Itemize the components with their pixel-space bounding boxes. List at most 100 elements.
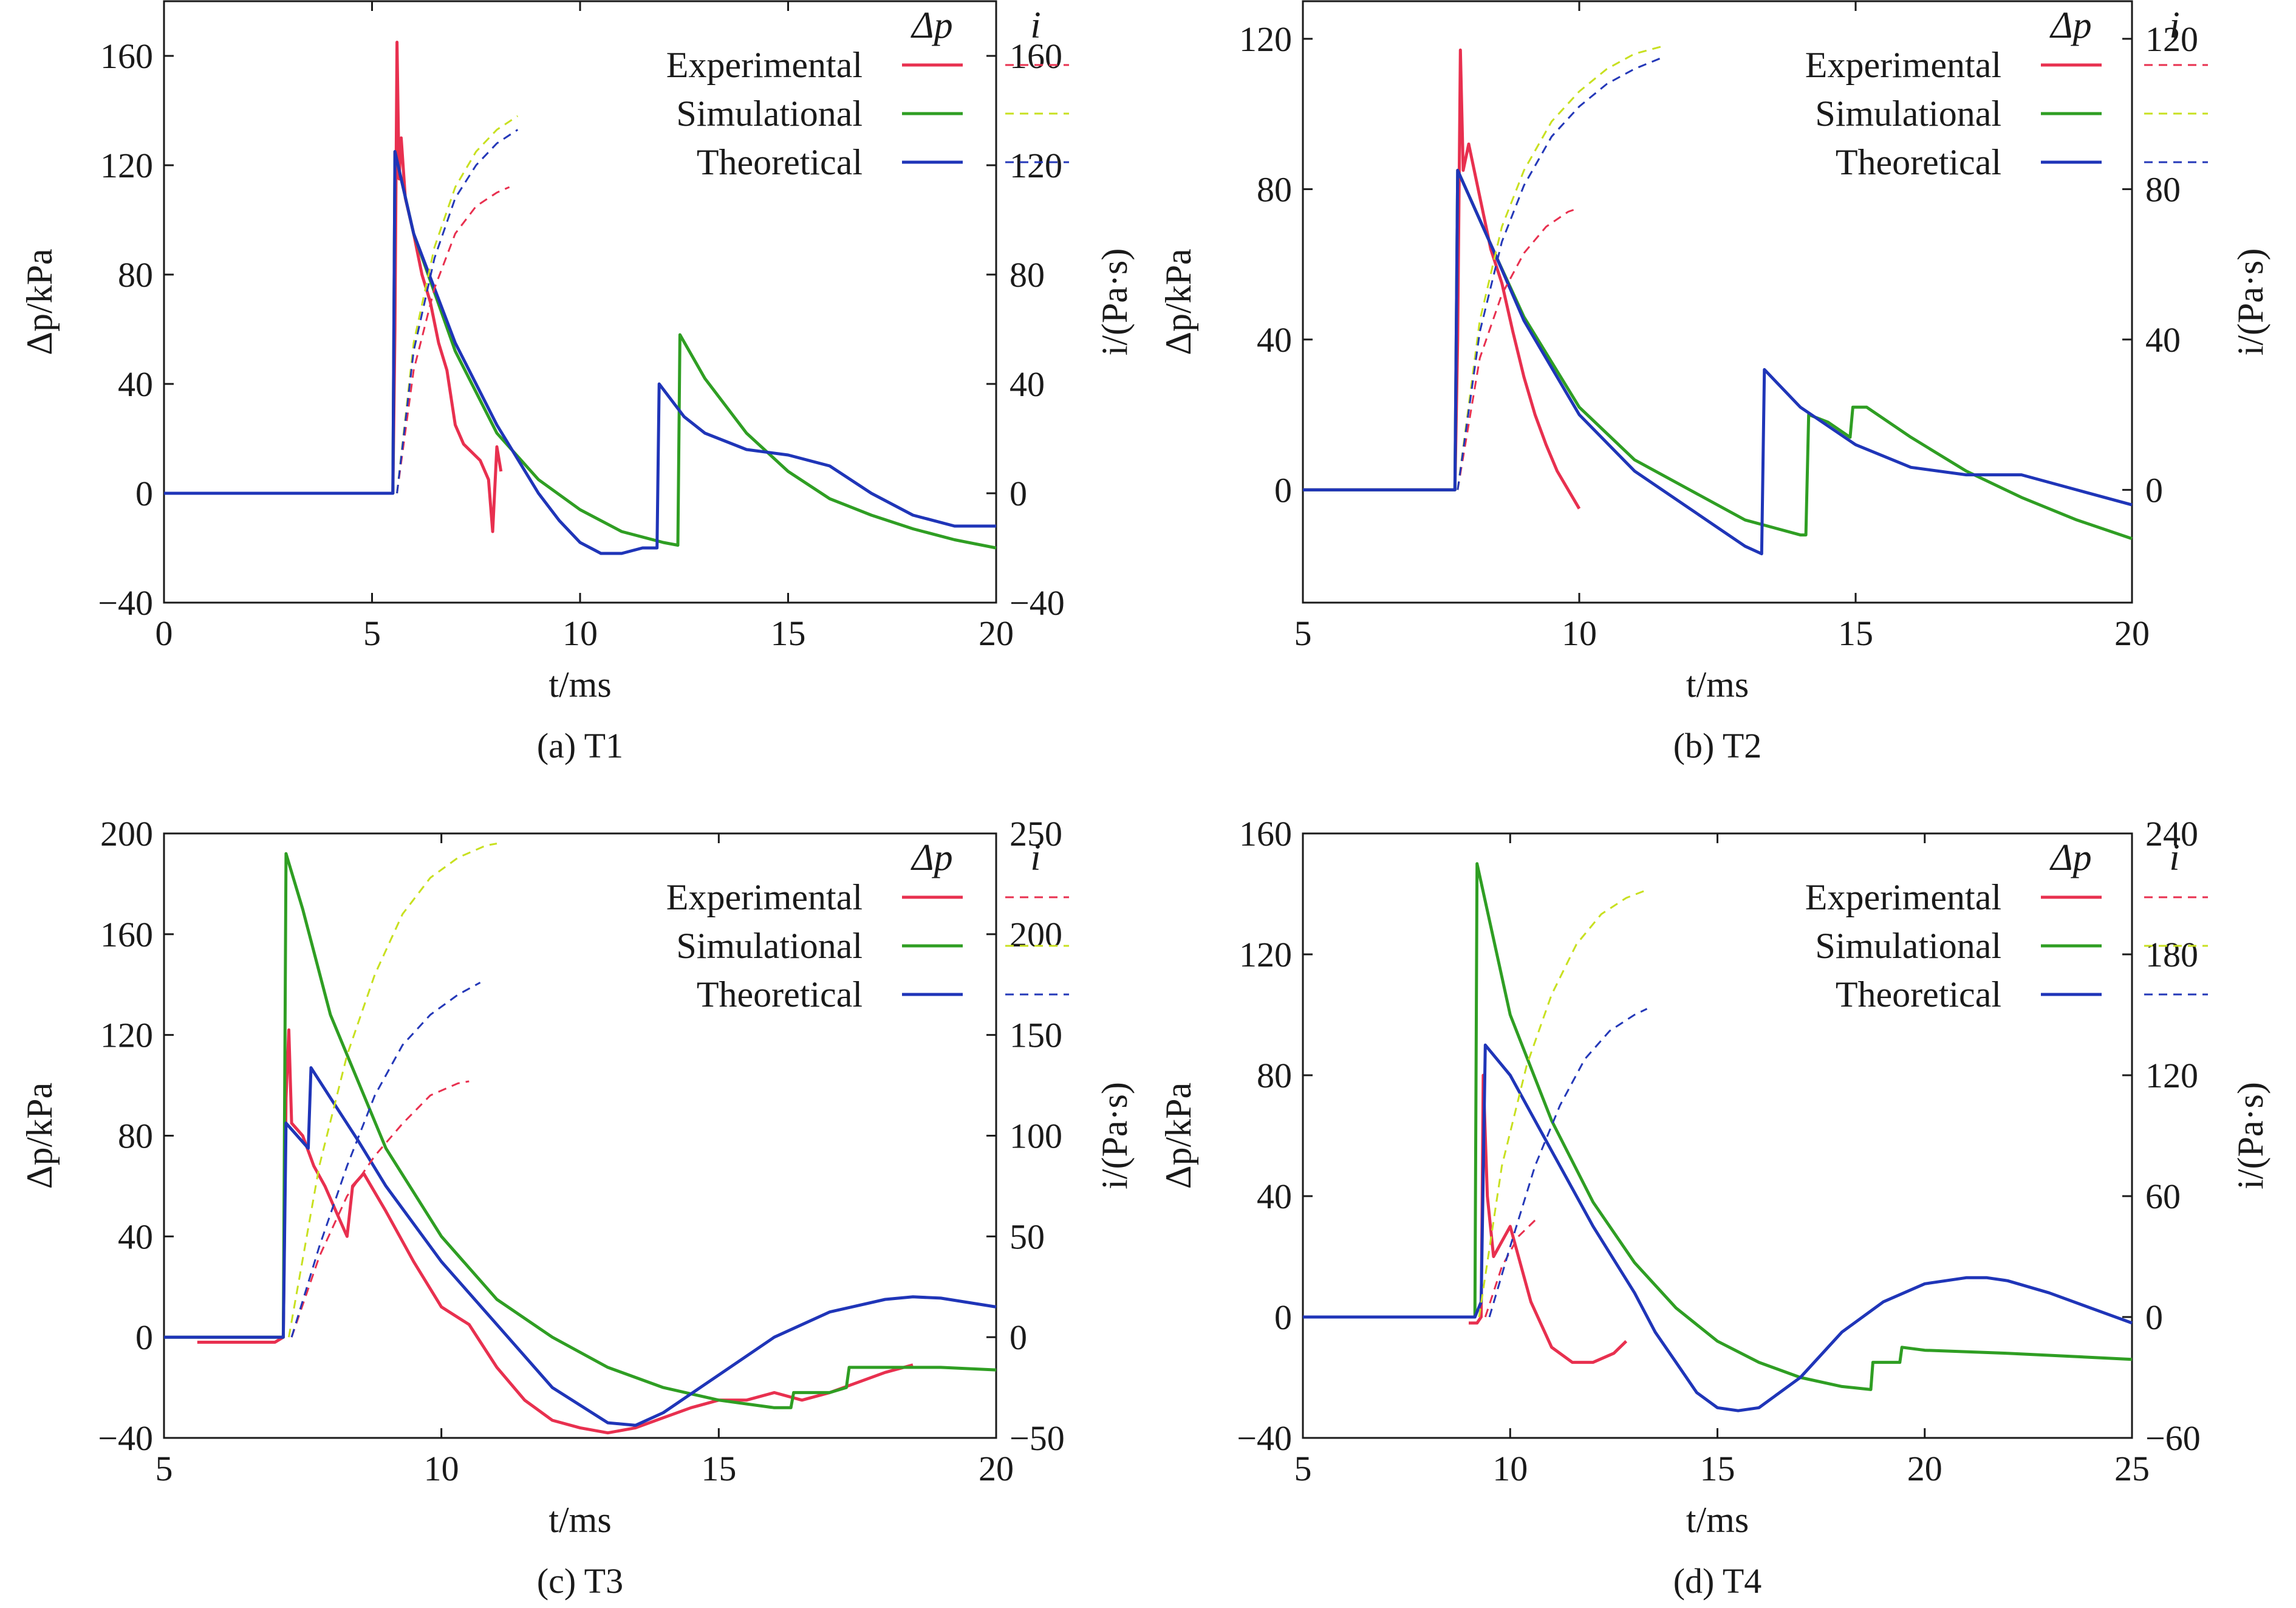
y-axis-label: Δp/kPa <box>19 248 60 355</box>
y2-tick-label: −40 <box>1010 583 1065 623</box>
y-tick-label: 80 <box>1257 169 1292 209</box>
x-tick-label: 20 <box>2114 614 2150 653</box>
legend-header-dp: Δp <box>910 837 952 878</box>
series-experimental-impulse <box>290 1080 470 1338</box>
y2-tick-label: 40 <box>2145 320 2181 360</box>
y2-tick-label: 80 <box>1010 255 1045 295</box>
legend-header-i: i <box>1030 5 1040 46</box>
y-tick-label: 0 <box>135 1318 153 1357</box>
x-tick-label: 20 <box>1907 1449 1942 1488</box>
panel-caption: (d) T4 <box>1673 1561 1762 1601</box>
y2-tick-label: −50 <box>1010 1418 1065 1458</box>
legend-entry-label: Theoretical <box>697 974 863 1014</box>
series-experimental-pressure <box>1303 48 1581 510</box>
x-tick-label: 10 <box>424 1449 459 1488</box>
y-tick-label: −40 <box>1237 1418 1292 1458</box>
series-simulational-pressure <box>164 150 997 550</box>
series-simulational-impulse <box>1457 45 1662 490</box>
series-simulational-impulse <box>396 115 519 494</box>
legend-header-i: i <box>2169 5 2179 46</box>
y2-tick-label: 120 <box>2145 1056 2198 1095</box>
y2-tick-label: 0 <box>2145 1298 2163 1337</box>
x-tick-label: 5 <box>1294 614 1312 653</box>
y-tick-label: 160 <box>100 36 153 76</box>
legend-entry-label: Theoretical <box>697 142 863 182</box>
y-tick-label: 40 <box>118 1217 153 1256</box>
series-experimental-pressure <box>164 41 503 533</box>
y2-tick-label: 180 <box>2145 935 2198 974</box>
y2-tick-label: 120 <box>1010 146 1062 185</box>
legend-entry-label: Simulational <box>1815 94 2001 134</box>
legend-entry-label: Simulational <box>676 926 863 966</box>
y2-tick-label: 100 <box>1010 1117 1062 1156</box>
y2-tick-label: 40 <box>1010 364 1045 404</box>
legend-header-i: i <box>2169 837 2179 878</box>
x-tick-label: 5 <box>363 614 381 653</box>
series-experimental-impulse <box>396 186 510 494</box>
legend-entry-label: Theoretical <box>1836 142 2001 182</box>
plot-frame <box>163 832 997 1439</box>
y-tick-label: 0 <box>135 474 153 513</box>
x-tick-label: 5 <box>155 1449 173 1488</box>
series-experimental-pressure <box>197 1028 914 1435</box>
x-tick-label: 15 <box>1700 1449 1735 1488</box>
panel-c: 5 10 15 20 −40 0 40 80 120 160 200 −50 0 50 100 150 200 2… <box>19 814 1135 1601</box>
legend-entry-label: Experimental <box>1805 45 2001 85</box>
y-tick-label: 120 <box>1239 19 1292 59</box>
x-tick-label: 10 <box>1492 1449 1528 1488</box>
series-experimental-impulse <box>1457 207 1580 490</box>
x-tick-label: 0 <box>155 614 173 653</box>
y2-axis-label: i/(Pa·s) <box>1095 248 1135 356</box>
series-theoretical-impulse <box>290 982 481 1338</box>
y2-axis-label: i/(Pa·s) <box>1095 1082 1135 1189</box>
y2-tick-label: 0 <box>1010 1318 1027 1357</box>
panel-caption: (b) T2 <box>1673 726 1762 765</box>
x-axis-label: t/ms <box>1686 665 1749 705</box>
x-axis-label: t/ms <box>548 1500 611 1540</box>
y-tick-label: 120 <box>1239 935 1292 974</box>
series-simulational-impulse <box>1478 889 1648 1318</box>
series-theoretical-impulse <box>1457 56 1663 490</box>
y-tick-label: 160 <box>100 915 153 954</box>
legend-entry-label: Simulational <box>1815 926 2001 966</box>
legend-entry-label: Experimental <box>666 877 863 917</box>
x-tick-label: 5 <box>1294 1449 1312 1488</box>
y-tick-label: 0 <box>1274 470 1292 510</box>
y-tick-label: 120 <box>100 1016 153 1055</box>
panel-caption: (c) T3 <box>537 1561 623 1601</box>
y2-tick-label: 250 <box>1010 814 1062 854</box>
legend-entry-label: Experimental <box>1805 877 2001 917</box>
legend-header-dp: Δp <box>2049 5 2091 46</box>
x-axis-label: t/ms <box>548 665 611 705</box>
series-simulational-pressure <box>1303 168 2133 541</box>
series-simulational-pressure <box>164 852 997 1409</box>
x-tick-label: 25 <box>2114 1449 2150 1488</box>
legend-entry-label: Simulational <box>676 94 863 134</box>
panel-d: 5 10 15 20 25 −40 0 40 80 120 160 −60 0 60 120 180 240 t/… <box>1158 814 2270 1601</box>
y-tick-label: −40 <box>98 583 153 623</box>
x-tick-label: 10 <box>562 614 598 653</box>
legend-entry-label: Experimental <box>666 45 863 85</box>
x-tick-label: 10 <box>1562 614 1597 653</box>
legend-entry-label: Theoretical <box>1836 974 2001 1014</box>
y-tick-label: 0 <box>1274 1298 1292 1337</box>
y2-tick-label: 240 <box>2145 814 2198 854</box>
x-tick-label: 15 <box>771 614 806 653</box>
y-tick-label: −40 <box>98 1418 153 1458</box>
y-axis-label: Δp/kPa <box>19 1083 60 1189</box>
y2-tick-label: 150 <box>1010 1016 1062 1055</box>
y-tick-label: 200 <box>100 814 153 854</box>
y2-tick-label: 80 <box>2145 169 2181 209</box>
legend-header-dp: Δp <box>2049 837 2091 878</box>
y2-tick-label: 0 <box>2145 470 2163 510</box>
y2-axis-label: i/(Pa·s) <box>2230 1082 2270 1189</box>
y2-tick-label: 160 <box>1010 36 1062 76</box>
y2-tick-label: 200 <box>1010 915 1062 954</box>
y2-axis-label: i/(Pa·s) <box>2230 248 2270 356</box>
y-tick-label: 80 <box>1257 1056 1292 1095</box>
y2-tick-label: −60 <box>2145 1418 2201 1458</box>
plot-frame <box>163 0 997 604</box>
x-axis-label: t/ms <box>1686 1500 1749 1540</box>
y-tick-label: 160 <box>1239 814 1292 854</box>
